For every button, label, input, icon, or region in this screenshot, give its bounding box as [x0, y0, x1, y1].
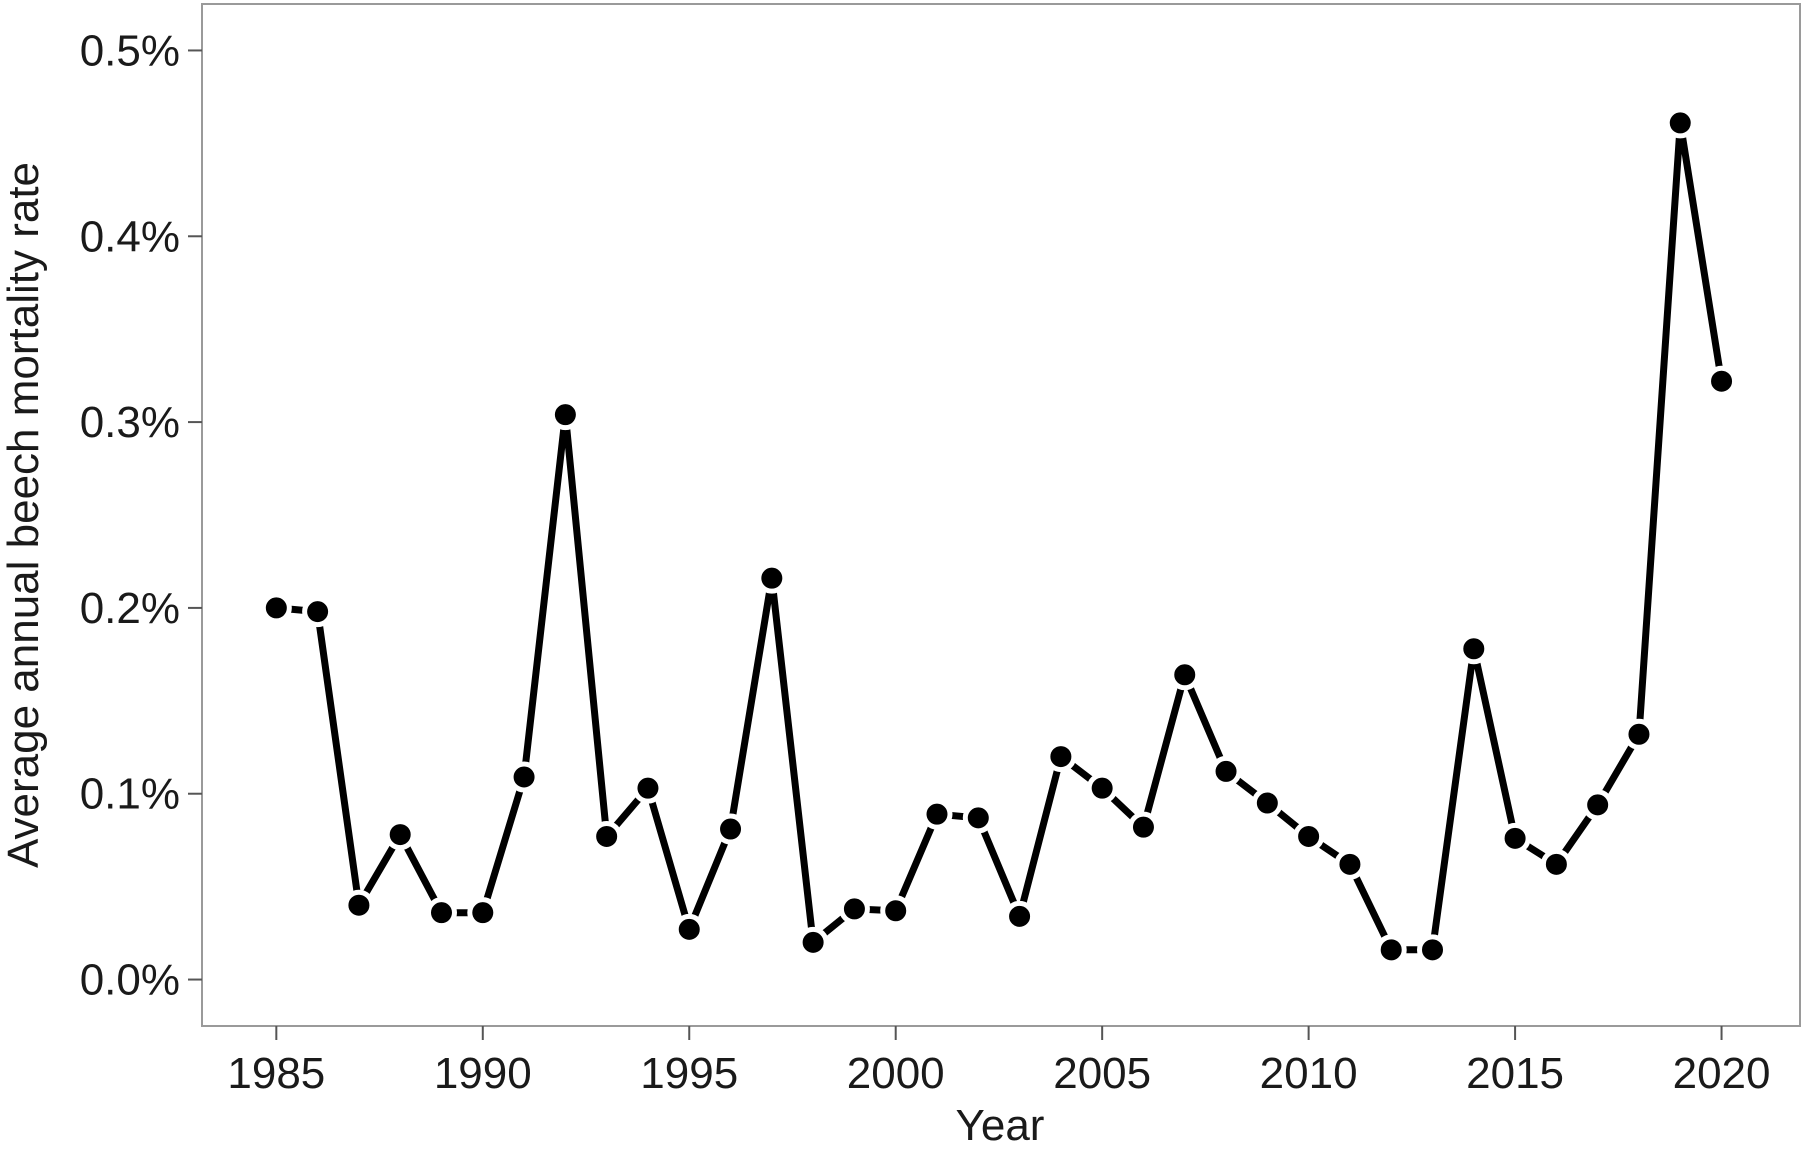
y-tick-label: 0.2% [80, 584, 180, 633]
data-point [1045, 741, 1077, 773]
y-axis-title: Average annual beech mortality rate [0, 162, 48, 868]
data-point [1293, 820, 1325, 852]
data-point [1582, 789, 1614, 821]
data-point [673, 913, 705, 945]
x-tick-label: 2000 [847, 1049, 945, 1098]
x-tick-label: 2015 [1466, 1049, 1564, 1098]
data-point [1706, 365, 1738, 397]
data-point [1458, 633, 1490, 665]
x-axis: 1985 1990 1995 2000 2005 2010 2015 2020 [227, 1026, 1770, 1098]
x-tick-label: 1990 [434, 1049, 532, 1098]
data-point [1499, 822, 1531, 854]
data-point [1210, 755, 1242, 787]
y-tick-label: 0.4% [80, 212, 180, 261]
data-point [756, 562, 788, 594]
y-tick-label: 0.5% [80, 26, 180, 75]
y-tick-label: 0.3% [80, 398, 180, 447]
data-point [1169, 659, 1201, 691]
data-point [921, 798, 953, 830]
data-point [1127, 811, 1159, 843]
data-point [838, 893, 870, 925]
data-point [260, 592, 292, 624]
data-point [343, 889, 375, 921]
data-point [632, 772, 664, 804]
data-point [384, 819, 416, 851]
data-point [880, 895, 912, 927]
data-point [1664, 107, 1696, 139]
x-tick-label: 2020 [1673, 1049, 1771, 1098]
y-axis: 0.0% 0.1% 0.2% 0.3% 0.4% 0.5% [80, 26, 202, 1005]
x-tick-label: 2010 [1260, 1049, 1358, 1098]
y-tick-label: 0.0% [80, 956, 180, 1005]
data-point [591, 820, 623, 852]
x-axis-title: Year [956, 1101, 1045, 1150]
data-point [1334, 848, 1366, 880]
series-layer [260, 107, 1738, 966]
data-point [302, 596, 334, 628]
data-point [1004, 900, 1036, 932]
data-point [715, 813, 747, 845]
x-tick-label: 2005 [1053, 1049, 1151, 1098]
data-point [1251, 787, 1283, 819]
data-point [1375, 934, 1407, 966]
y-tick-label: 0.1% [80, 770, 180, 819]
x-tick-label: 1995 [640, 1049, 738, 1098]
data-point [467, 897, 499, 929]
data-point [508, 761, 540, 793]
data-point [1623, 718, 1655, 750]
data-point [1540, 848, 1572, 880]
data-point [549, 399, 581, 431]
data-point [1417, 934, 1449, 966]
data-point [962, 802, 994, 834]
data-point [1086, 772, 1118, 804]
data-point [797, 926, 829, 958]
series-line [275, 122, 1725, 954]
plot-frame [201, 3, 1801, 1027]
x-tick-label: 1985 [227, 1049, 325, 1098]
data-point [425, 897, 457, 929]
